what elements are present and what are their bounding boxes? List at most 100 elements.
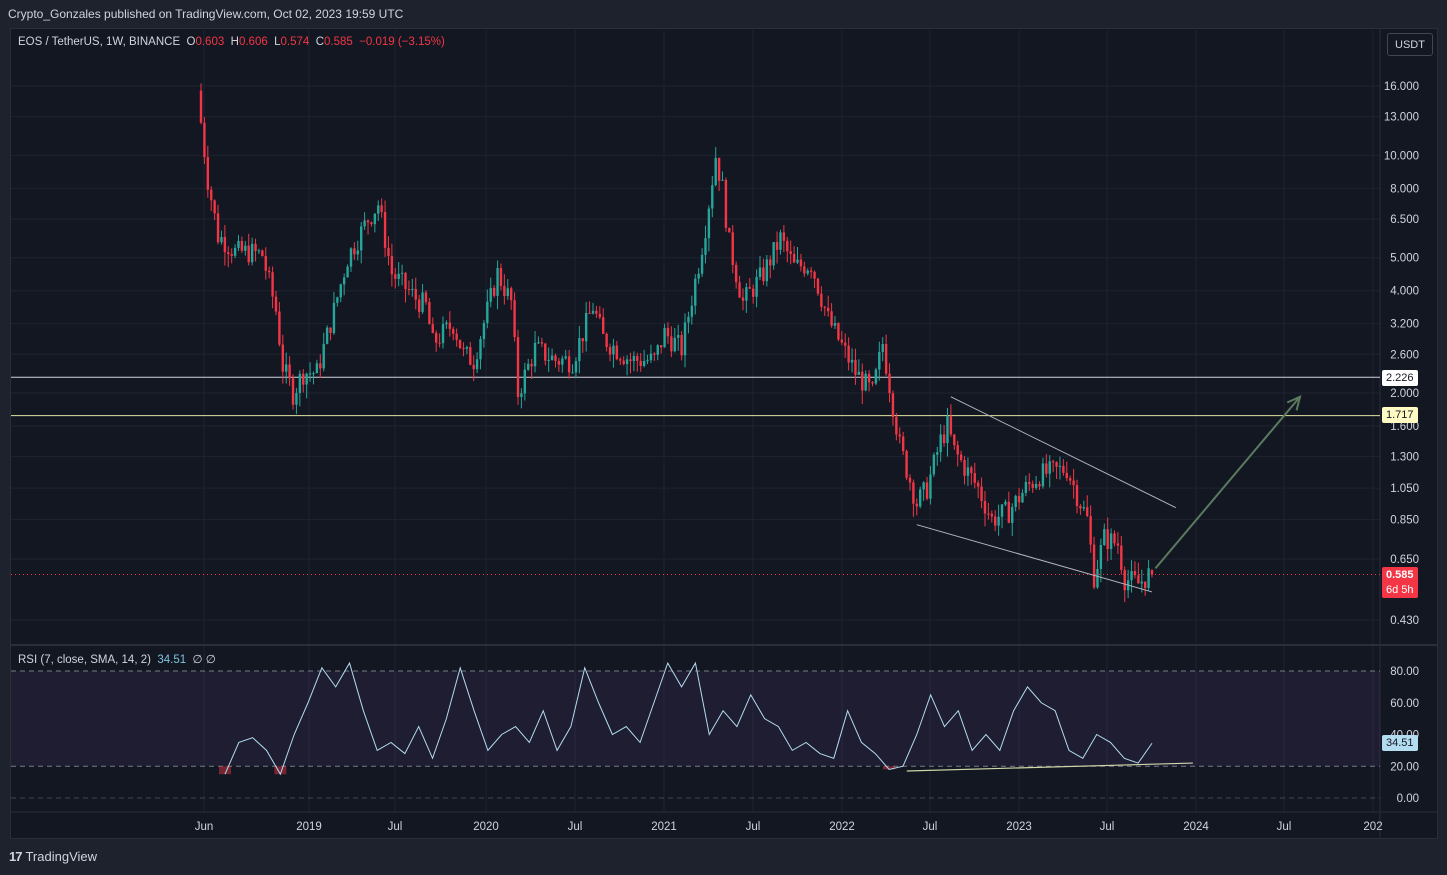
candle-body (612, 345, 615, 355)
candle-body (380, 205, 383, 212)
candle-body (1014, 495, 1017, 508)
candle-body (629, 359, 632, 362)
candle-body (595, 310, 598, 314)
candle-body (353, 248, 356, 255)
candle-body (383, 211, 387, 248)
candle-body (516, 337, 520, 397)
candle-body (452, 328, 455, 334)
candle-body (1024, 482, 1028, 494)
candle-body (1072, 480, 1075, 486)
price-tick-label: 8.000 (1390, 183, 1419, 195)
candle-body (792, 253, 796, 263)
time-tick-label: 2024 (1183, 821, 1209, 833)
candle-body (377, 205, 380, 214)
candle-body (1065, 472, 1068, 479)
candle-body (680, 334, 683, 356)
candle-body (884, 344, 888, 374)
candle-body (1062, 465, 1065, 473)
candle-body (571, 372, 574, 374)
candle-body (1086, 507, 1089, 517)
candle-body (370, 222, 373, 225)
candle-body (717, 157, 721, 181)
candle-body (619, 359, 622, 361)
candle-body (315, 363, 319, 374)
price-tick-label: 0.850 (1390, 514, 1419, 526)
candle-body (670, 336, 673, 352)
candle-body (891, 393, 895, 418)
candle-body (567, 356, 571, 373)
candle-body (250, 243, 254, 263)
candle-body (690, 305, 694, 317)
candle-body (486, 301, 489, 324)
currency-button[interactable]: USDT (1387, 33, 1433, 56)
candle-body (653, 353, 656, 355)
candle-body (199, 90, 203, 123)
candle-body (342, 277, 346, 285)
candle-body (1011, 507, 1014, 523)
candle-body (871, 382, 874, 384)
candle-body (1041, 463, 1045, 487)
candle-body (506, 288, 509, 297)
candle-body (939, 434, 942, 453)
candle-body (441, 324, 445, 344)
candle-body (346, 266, 349, 278)
time-tick-label: Jul (388, 821, 403, 833)
candle-body (561, 358, 564, 365)
candle-body (1130, 571, 1133, 581)
candle-body (997, 516, 1000, 526)
projection-arrow-shaft (1154, 396, 1301, 570)
candle-body (636, 356, 639, 361)
candle-body (602, 317, 605, 334)
candle-body (656, 345, 659, 355)
candle-body (1075, 485, 1079, 507)
candle-body (983, 500, 987, 514)
candle-body (786, 240, 789, 252)
chart-frame[interactable] (10, 28, 1438, 839)
candle-body (400, 272, 404, 274)
candle-body (298, 373, 302, 394)
candle-body (755, 276, 758, 297)
candle-body (431, 324, 434, 333)
tradingview-logo-icon: 17 (9, 849, 23, 864)
candle-body (1031, 483, 1034, 488)
candle-body (438, 342, 441, 344)
candle-body (390, 255, 394, 275)
candle-body (888, 373, 891, 394)
candle-body (840, 339, 844, 343)
tradingview-brand[interactable]: 17 TradingView (9, 849, 97, 864)
candle-body (554, 355, 557, 361)
price-tick-label: 3.200 (1390, 319, 1419, 331)
candle-body (769, 259, 772, 266)
candle-body (1096, 568, 1099, 588)
candle-body (867, 373, 871, 383)
candle-body (642, 361, 646, 366)
candle-body (1051, 461, 1055, 463)
candle-body (704, 238, 707, 255)
candle-body (970, 467, 973, 474)
candle-body (874, 369, 878, 384)
candle-body (994, 516, 997, 526)
candle-body (434, 332, 438, 343)
candle-body (901, 436, 905, 452)
price-tick-label: 2.000 (1390, 388, 1419, 400)
candle-body (772, 242, 775, 266)
candle-body (898, 434, 901, 437)
candle-body (445, 322, 448, 325)
candle-body (1055, 462, 1058, 467)
candle-body (417, 299, 421, 312)
candle-body (659, 345, 663, 348)
candle-body (203, 122, 206, 158)
candle-body (622, 360, 625, 365)
candle-body (288, 364, 291, 379)
candle-body (666, 327, 670, 337)
candle-body (312, 373, 315, 375)
candle-body (687, 316, 690, 323)
lower-level-tag: 1.717 (1382, 407, 1418, 423)
candle-body (1150, 570, 1154, 575)
candle-body (796, 259, 799, 263)
time-tick-label: Jul (568, 821, 583, 833)
rsi-tick-label: 60.00 (1390, 698, 1419, 710)
candle-body (1034, 483, 1038, 488)
open-value: 0.603 (195, 36, 225, 48)
